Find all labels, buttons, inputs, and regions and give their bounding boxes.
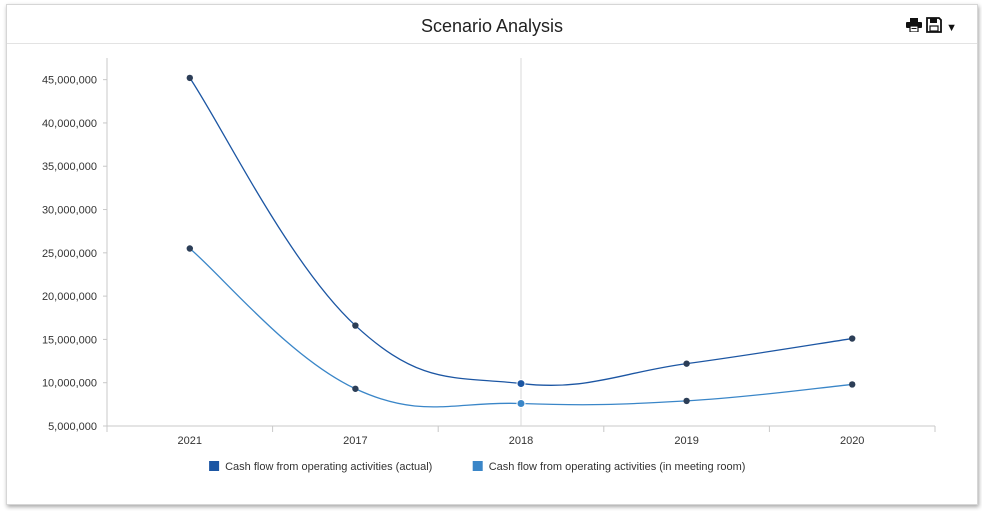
y-tick-label: 25,000,000: [42, 248, 97, 260]
y-tick-label: 10,000,000: [42, 378, 97, 390]
data-point[interactable]: [516, 398, 526, 408]
chevron-down-icon[interactable]: ▼: [946, 21, 957, 34]
data-point[interactable]: [849, 381, 856, 388]
chart-toolbar: ▼: [906, 17, 957, 38]
series-line-2: [189, 247, 853, 408]
chart-markers: [186, 74, 856, 408]
y-tick-label: 5,000,000: [48, 421, 97, 433]
y-tick-label: 45,000,000: [42, 75, 97, 87]
y-tick-label: 40,000,000: [42, 118, 97, 130]
legend-label[interactable]: Cash flow from operating activities (act…: [225, 461, 432, 473]
x-tick-label: 2017: [343, 435, 367, 447]
chart-series: [189, 77, 853, 408]
floppy-disk-icon[interactable]: [926, 17, 943, 38]
chart-header: Scenario Analysis ▼: [7, 5, 977, 44]
chart-panel: Scenario Analysis ▼ 5,000,000 10,: [6, 4, 978, 505]
y-tick-label: 30,000,000: [42, 205, 97, 217]
legend-label[interactable]: Cash flow from operating activities (in …: [489, 461, 746, 473]
x-tick-label: 2019: [674, 435, 698, 447]
data-point[interactable]: [186, 245, 193, 252]
data-point[interactable]: [352, 322, 359, 329]
series-line-1: [189, 77, 853, 386]
printer-icon[interactable]: [906, 18, 923, 37]
data-point[interactable]: [516, 379, 526, 389]
y-tick-label: 20,000,000: [42, 291, 97, 303]
chart-title: Scenario Analysis: [420, 16, 564, 36]
data-point[interactable]: [352, 385, 359, 392]
x-tick-label: 2018: [509, 435, 533, 447]
chart-legend: Cash flow from operating activities (act…: [209, 461, 745, 473]
data-point[interactable]: [849, 335, 856, 342]
data-point[interactable]: [683, 360, 690, 367]
y-tick-label: 35,000,000: [42, 161, 97, 173]
x-tick-label: 2020: [840, 435, 864, 447]
legend-swatch: [472, 461, 483, 471]
legend-swatch: [209, 461, 220, 471]
chart-axes: 5,000,000 10,000,000 15,000,000 20,000,000 2…: [42, 58, 936, 447]
data-point[interactable]: [683, 397, 690, 405]
line-chart: 5,000,000 10,000,000 15,000,000 20,000,000 2…: [42, 58, 936, 473]
x-tick-label: 2021: [178, 435, 202, 447]
data-point[interactable]: [186, 74, 193, 82]
y-tick-label: 15,000,000: [42, 334, 97, 346]
